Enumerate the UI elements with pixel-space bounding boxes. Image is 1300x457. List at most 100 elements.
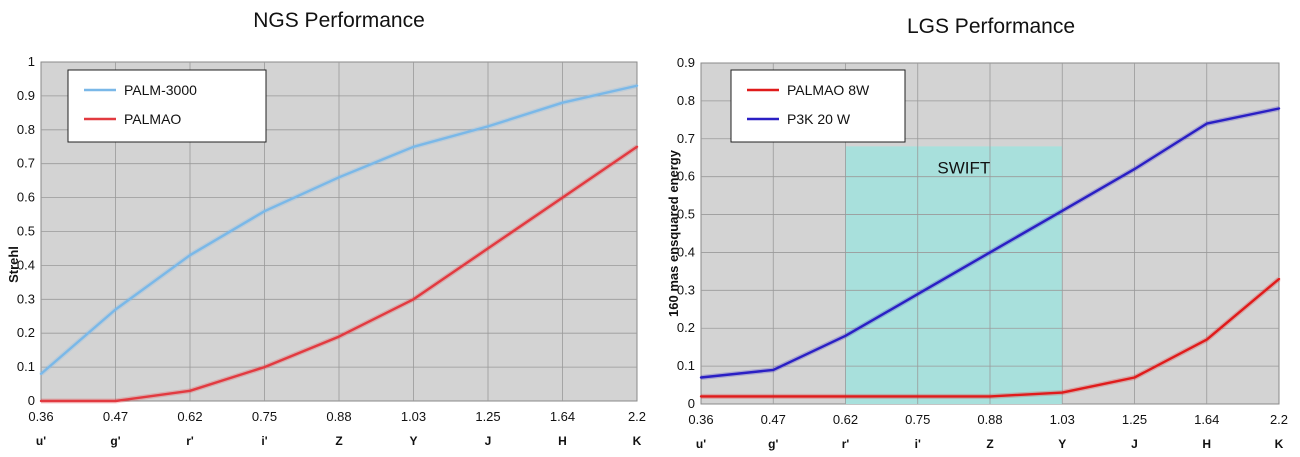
band-label: g': [110, 434, 120, 448]
data-point: [844, 335, 846, 337]
y-tick-label: 1: [28, 54, 35, 69]
data-point: [1278, 278, 1280, 280]
data-point: [114, 400, 116, 402]
y-tick-label: 0.2: [677, 320, 695, 335]
data-point: [338, 176, 340, 178]
x-tick-label: 0.47: [103, 409, 128, 424]
band-label: H: [1202, 437, 1211, 451]
y-tick-label: 0.7: [677, 131, 695, 146]
data-point: [636, 85, 638, 87]
chart-title: NGS Performance: [253, 9, 425, 32]
band-label: u': [696, 437, 706, 451]
chart-2: LGS Performance SWIFT 0 0.1 0.2 0.3 0.4 0.5 0.6 0…: [666, 15, 1288, 451]
data-point: [1133, 376, 1135, 378]
y-tick-label: 0: [688, 396, 695, 411]
data-point: [1206, 122, 1208, 124]
x-tick-label: 0.75: [252, 409, 277, 424]
legend-label: PALMAO 8W: [787, 82, 870, 98]
y-tick-label: 0.3: [677, 282, 695, 297]
data-point: [917, 293, 919, 295]
chart-1: NGS Performance 0 0.1 0.2 0.3 0.4 0.5 0.6 0.7 0.8…: [6, 9, 646, 448]
data-point: [1061, 391, 1063, 393]
data-point: [772, 395, 774, 397]
band-label: K: [1275, 437, 1284, 451]
x-tick-label: 0.47: [761, 412, 786, 427]
data-point: [1206, 338, 1208, 340]
data-point: [1278, 107, 1280, 109]
data-point: [487, 125, 489, 127]
x-tick-label: 0.88: [326, 409, 351, 424]
band-label: i': [261, 434, 267, 448]
data-point: [636, 146, 638, 148]
data-point: [1133, 168, 1135, 170]
data-point: [844, 395, 846, 397]
y-tick-label: 0.8: [677, 93, 695, 108]
y-tick-label: 0.5: [677, 207, 695, 222]
data-point: [487, 247, 489, 249]
data-point: [561, 196, 563, 198]
series-line-1: [39, 84, 639, 376]
series-line-2: [699, 107, 1281, 379]
legend-box: [67, 69, 267, 143]
data-point: [189, 254, 191, 256]
y-tick-label: 0.6: [677, 169, 695, 184]
y-tick-label: 0.4: [677, 244, 695, 259]
data-point: [561, 101, 563, 103]
band-label: u': [36, 434, 46, 448]
band-label: H: [558, 434, 567, 448]
x-tick-label: 2.2: [1270, 412, 1288, 427]
data-point: [1061, 210, 1063, 212]
y-tick-label: 0.9: [677, 55, 695, 70]
band-label: K: [633, 434, 642, 448]
y-tick-label: 0.9: [17, 88, 35, 103]
band-label: r': [842, 437, 850, 451]
y-tick-label: 0.5: [17, 224, 35, 239]
data-point: [338, 335, 340, 337]
band-label: i': [915, 437, 921, 451]
swift-band: [845, 146, 1063, 404]
data-point: [189, 390, 191, 392]
data-point: [263, 210, 265, 212]
band-label: Y: [409, 434, 417, 448]
legend-label: PALMAO: [124, 111, 181, 127]
data-point: [917, 395, 919, 397]
y-axis-label: 160 mas ensquared energy: [666, 149, 681, 317]
x-tick-label: 1.03: [1050, 412, 1075, 427]
band-label: r': [186, 434, 194, 448]
data-point: [114, 308, 116, 310]
band-label: J: [485, 434, 492, 448]
x-tick-label: 0.88: [977, 412, 1002, 427]
y-tick-label: 0.1: [17, 359, 35, 374]
x-tick-label: 0.36: [688, 412, 713, 427]
chart-title: LGS Performance: [907, 15, 1075, 38]
band-label: Z: [335, 434, 342, 448]
x-tick-label: 1.03: [401, 409, 426, 424]
swift-label: SWIFT: [937, 158, 990, 177]
data-point: [989, 395, 991, 397]
series-line-1: [699, 277, 1281, 398]
x-tick-label: 0.62: [833, 412, 858, 427]
data-point: [989, 251, 991, 253]
y-tick-label: 0.1: [677, 358, 695, 373]
y-axis-label: Strehl: [6, 246, 21, 283]
y-tick-label: 0.4: [17, 257, 35, 272]
data-point: [40, 400, 42, 402]
legend-label: P3K 20 W: [787, 111, 851, 127]
band-label: J: [1131, 437, 1138, 451]
data-point: [700, 395, 702, 397]
y-tick-label: 0.2: [17, 325, 35, 340]
data-point: [412, 298, 414, 300]
x-tick-label: 2.2: [628, 409, 646, 424]
legend-label: PALM-3000: [124, 82, 197, 98]
data-point: [263, 366, 265, 368]
band-label: g': [768, 437, 778, 451]
x-tick-label: 0.36: [28, 409, 53, 424]
x-tick-label: 1.25: [475, 409, 500, 424]
data-point: [700, 376, 702, 378]
x-tick-label: 1.64: [1194, 412, 1219, 427]
legend-box: [730, 69, 906, 143]
series-line-2: [39, 145, 639, 403]
data-point: [40, 373, 42, 375]
y-tick-label: 0: [28, 393, 35, 408]
